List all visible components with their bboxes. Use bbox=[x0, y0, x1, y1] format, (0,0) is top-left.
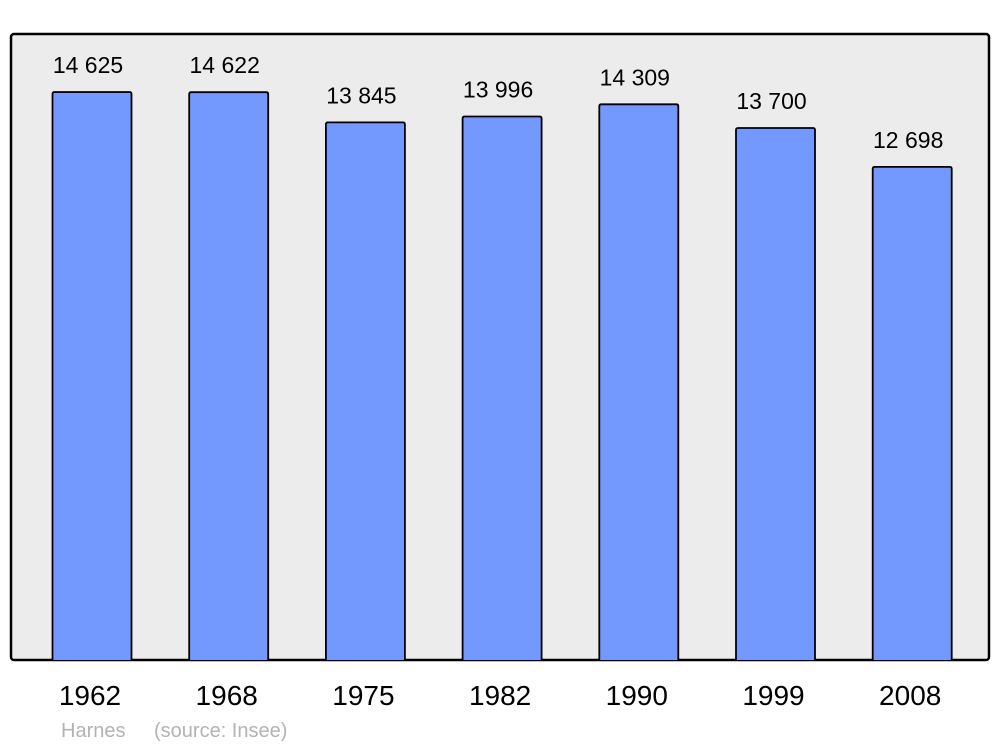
value-label-1962: 14 625 bbox=[53, 52, 123, 78]
x-tick-label-1990: 1990 bbox=[606, 680, 668, 711]
value-label-1968: 14 622 bbox=[190, 52, 260, 78]
x-tick-label-1968: 1968 bbox=[196, 680, 258, 711]
footer-place: Harnes bbox=[61, 720, 125, 742]
bar-1962 bbox=[51, 91, 133, 660]
footer-source: (source: Insee) bbox=[154, 720, 287, 742]
bar-1982 bbox=[461, 115, 543, 660]
x-tick-label-1975: 1975 bbox=[332, 680, 394, 711]
x-tick-label-1999: 1999 bbox=[742, 680, 804, 711]
x-tick-label-1962: 1962 bbox=[59, 680, 121, 711]
value-label-1982: 13 996 bbox=[463, 76, 533, 102]
value-label-1990: 14 309 bbox=[600, 64, 670, 90]
bar-1968 bbox=[188, 91, 270, 660]
value-label-2008: 12 698 bbox=[873, 127, 943, 153]
bar-1975 bbox=[325, 121, 406, 660]
x-tick-label-2008: 2008 bbox=[879, 680, 941, 711]
bar-1990 bbox=[598, 103, 680, 660]
x-tick-label-1982: 1982 bbox=[469, 680, 531, 711]
bar-2008 bbox=[871, 165, 953, 660]
value-label-1999: 13 700 bbox=[736, 88, 806, 114]
bar-1999 bbox=[735, 127, 816, 660]
value-label-1975: 13 845 bbox=[326, 82, 396, 108]
